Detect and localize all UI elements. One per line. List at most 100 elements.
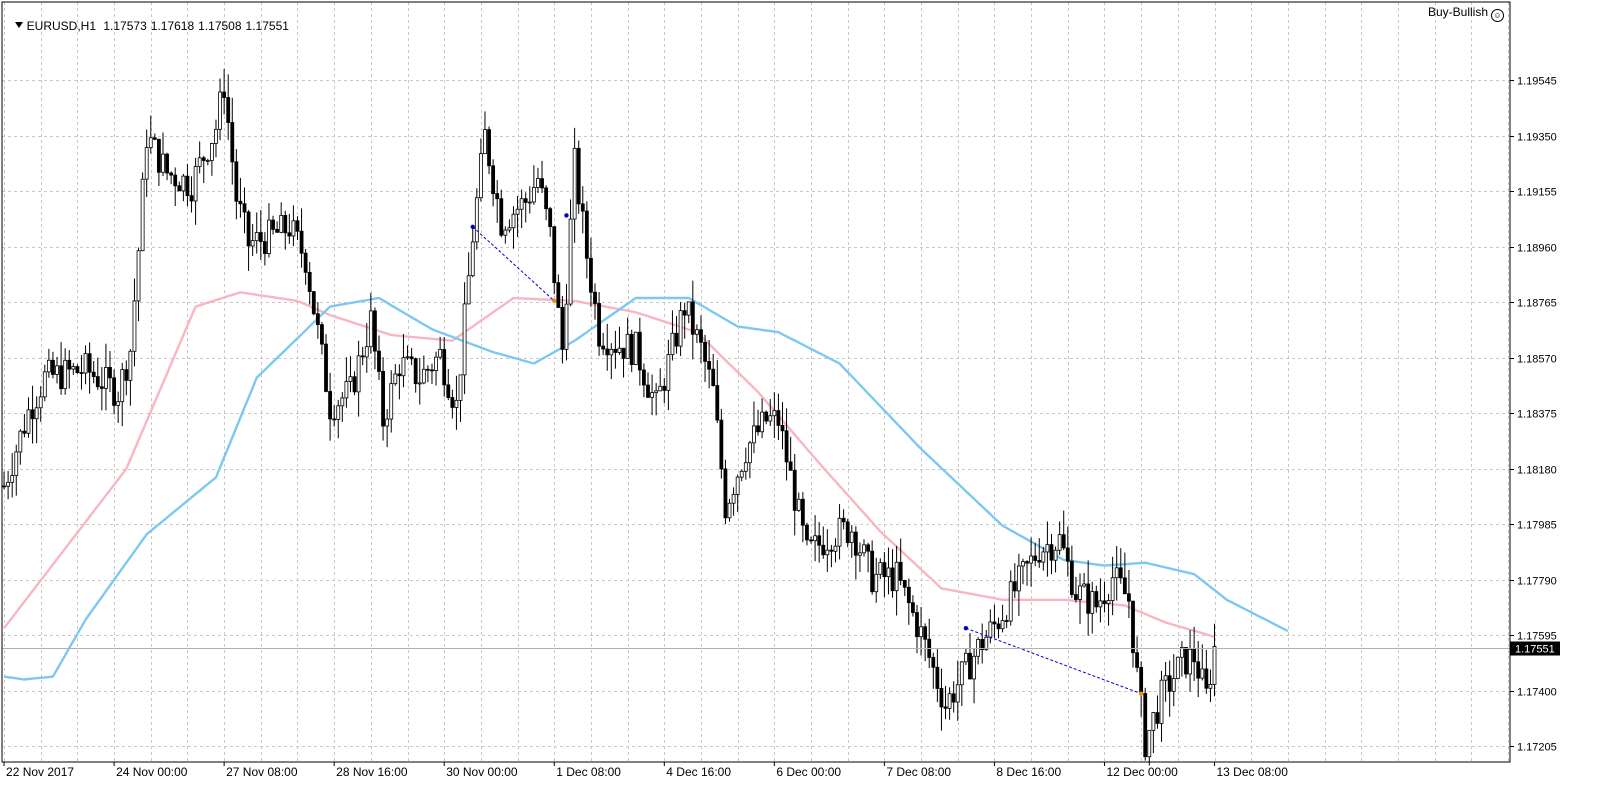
candle-body	[287, 232, 292, 237]
candle-body	[42, 371, 47, 398]
candle-body	[63, 359, 68, 390]
candle-body	[450, 397, 455, 408]
candle-body	[796, 498, 801, 511]
candle-body	[968, 652, 972, 680]
candle-body	[140, 178, 145, 252]
candle-body	[116, 401, 121, 406]
candle-body	[491, 165, 496, 195]
candle-body	[1102, 600, 1107, 604]
candle-body	[682, 310, 687, 316]
candle-body	[458, 374, 463, 401]
candle-body	[711, 368, 716, 386]
candle-body	[409, 356, 414, 360]
candle-body	[344, 381, 349, 399]
candle-body	[752, 425, 756, 444]
candle-body	[1139, 666, 1144, 694]
candle-body	[906, 586, 911, 604]
candle-body	[764, 411, 769, 422]
current-price-label: 1.17551	[1515, 644, 1555, 656]
candle-body	[996, 623, 1001, 630]
candle-body	[805, 524, 809, 541]
candle-body	[809, 539, 813, 542]
low-value: 1.17508	[198, 19, 242, 33]
candle-body	[79, 372, 84, 374]
candle-body	[800, 498, 805, 526]
candle-body	[1037, 560, 1042, 563]
candle-body	[438, 349, 443, 358]
candle-body	[262, 241, 267, 254]
candle-body	[686, 301, 691, 316]
candle-body	[132, 300, 137, 352]
candle-body	[886, 567, 891, 578]
candle-body	[898, 561, 903, 581]
plot-frame	[1, 1, 1511, 763]
candle-body	[75, 366, 80, 373]
candle-body	[385, 418, 390, 427]
candle-body	[735, 476, 740, 495]
candle-body	[1212, 646, 1217, 685]
candle-body	[34, 407, 39, 420]
candle-body	[845, 521, 850, 543]
candle-body	[650, 392, 654, 398]
candle-body	[531, 187, 536, 203]
candle-body	[947, 693, 952, 709]
candle-body	[939, 688, 944, 708]
candle-body	[609, 348, 614, 356]
candle-body	[1167, 675, 1172, 692]
candle-body	[193, 166, 198, 202]
chart-axes: 1.19545 1.19350 1.19155 1.18960 1.18765 1.185…	[1, 1, 1560, 779]
candle-body	[112, 377, 116, 406]
candle-body	[902, 580, 907, 588]
candle-body	[230, 122, 235, 163]
candle-body	[189, 195, 194, 202]
candle-body	[519, 198, 524, 210]
pattern-marker	[470, 224, 475, 230]
candle-body	[446, 384, 451, 398]
candle-body	[417, 382, 422, 385]
candle-body	[267, 219, 271, 254]
candle-body	[55, 365, 59, 375]
candle-body	[258, 232, 263, 242]
candle-body	[568, 218, 573, 305]
x-tick-label: 7 Dec 08:00	[886, 765, 951, 779]
candle-body	[1086, 583, 1091, 614]
x-tick-label: 27 Nov 08:00	[226, 765, 298, 779]
candle-body	[430, 369, 434, 372]
candle-body	[837, 517, 842, 547]
chart-grid	[2, 2, 1510, 762]
candle-body	[784, 430, 789, 463]
candle-body	[1090, 591, 1095, 614]
candle-body	[666, 354, 671, 391]
candle-body	[474, 197, 479, 243]
candle-body	[1008, 581, 1013, 622]
candle-body	[91, 371, 96, 377]
candle-body	[185, 175, 190, 197]
y-tick-label: 1.17595	[1517, 631, 1557, 643]
candle-body	[776, 410, 781, 426]
candle-body	[389, 383, 394, 420]
close-value: 1.17551	[245, 19, 289, 33]
candle-body	[320, 324, 324, 345]
candle-body	[254, 232, 259, 242]
y-tick-label: 1.19155	[1517, 187, 1557, 199]
candle-body	[1004, 620, 1009, 622]
candle-body	[882, 562, 887, 578]
candle-body	[1012, 581, 1017, 592]
candle-body	[829, 549, 834, 552]
y-tick-label: 1.18180	[1517, 465, 1557, 477]
candle-body	[434, 356, 438, 371]
candle-body	[523, 198, 528, 203]
candlestick-series	[2, 68, 1217, 766]
candle-body	[560, 307, 565, 350]
dropdown-triangle-icon[interactable]	[14, 22, 23, 28]
candle-body	[841, 517, 846, 523]
candle-body	[951, 693, 956, 703]
y-tick-label: 1.17790	[1517, 576, 1557, 588]
candle-body	[890, 567, 895, 592]
candle-body	[1061, 534, 1066, 549]
candle-body	[246, 211, 251, 247]
candle-body	[368, 310, 373, 348]
ma-fast-line	[3, 291, 1215, 638]
candle-body	[1016, 565, 1021, 592]
